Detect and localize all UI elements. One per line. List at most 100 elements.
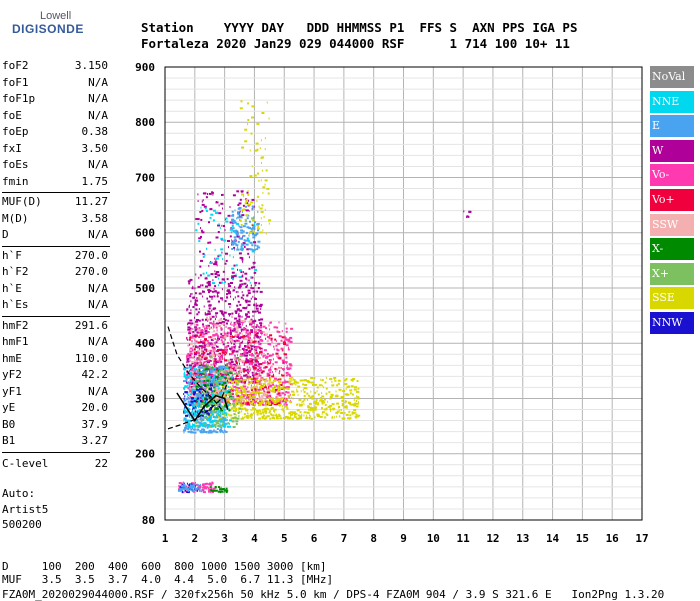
echo-point-ssw	[262, 392, 266, 395]
echo-point-vo	[247, 341, 249, 344]
echo-point-w	[200, 331, 204, 334]
echo-point-e	[223, 366, 226, 369]
echo-point-nne	[193, 425, 197, 428]
echo-point-x	[216, 370, 218, 373]
echo-point-e	[191, 487, 193, 490]
echo-point-w	[234, 378, 237, 381]
echo-point-vo	[236, 333, 240, 336]
echo-point-x	[214, 387, 216, 390]
echo-point-e	[213, 380, 216, 383]
echo-point-e	[249, 220, 251, 223]
echo-point-x	[233, 372, 237, 375]
echo-point-vo	[285, 356, 288, 359]
echo-point-sse	[303, 411, 307, 414]
echo-point-ssw	[204, 377, 206, 380]
echo-point-vo	[285, 374, 288, 377]
echo-point-w	[237, 290, 239, 293]
echo-point-e	[186, 489, 188, 492]
echo-point-vo	[265, 361, 267, 364]
echo-point-ssw	[266, 340, 269, 342]
echo-point-nne	[187, 422, 191, 425]
echo-point-sse	[302, 383, 305, 386]
echo-point-x	[214, 486, 217, 489]
echo-point-vo	[194, 339, 196, 342]
echo-point-ssw	[205, 345, 209, 347]
echo-point-e	[181, 485, 183, 487]
echo-point-e	[234, 209, 236, 212]
echo-point-vo	[247, 333, 249, 335]
echo-point-sse	[303, 379, 307, 381]
echo-point-vo	[229, 323, 231, 325]
echo-point-w	[246, 248, 250, 251]
echo-point-vo	[198, 484, 202, 487]
echo-point-vo	[197, 362, 199, 364]
legend-item-ssw: SSW	[650, 213, 694, 236]
echo-point-vo	[201, 356, 204, 359]
echo-point-sse	[312, 384, 314, 386]
echo-point-sse	[271, 381, 274, 384]
echo-point-vo	[184, 490, 187, 493]
legend-item-w: W	[650, 139, 694, 162]
echo-point-sse	[241, 417, 244, 420]
echo-point-nnw	[190, 400, 194, 403]
echo-point-nnw	[209, 387, 210, 390]
echo-point-sse	[223, 385, 227, 388]
echo-point-e	[185, 377, 187, 380]
echo-point-sse	[355, 405, 359, 408]
echo-point-sse	[349, 414, 352, 417]
echo-point-x	[203, 404, 205, 407]
echo-point-nnw	[191, 397, 194, 400]
echo-point-w	[233, 298, 234, 301]
echo-point-x	[203, 393, 205, 396]
echo-point-x	[227, 359, 229, 362]
echo-point-e	[204, 372, 207, 375]
echo-point-e	[252, 226, 256, 229]
echo-point-ssw	[230, 368, 232, 371]
echo-point-sse	[241, 146, 245, 149]
echo-point-nnw	[196, 489, 198, 492]
echo-point-sse	[295, 381, 299, 384]
echo-point-x	[232, 397, 235, 400]
echo-point-nnw	[186, 491, 188, 493]
echo-point-e	[208, 404, 211, 407]
echo-point-w	[215, 341, 218, 344]
echo-point-nne	[186, 403, 190, 406]
echo-point-ssw	[254, 350, 256, 353]
echo-point-ssw	[236, 365, 239, 368]
echo-point-sse	[260, 399, 263, 402]
echo-point-sse	[351, 393, 354, 396]
echo-point-sse	[323, 408, 327, 411]
echo-point-vo	[194, 491, 196, 494]
echo-point-w	[237, 204, 240, 206]
echo-point-nne	[226, 372, 230, 375]
echo-point-vo	[269, 377, 271, 379]
echo-point-nne	[207, 402, 211, 405]
echo-point-sse	[338, 406, 339, 409]
echo-point-vo	[217, 349, 220, 351]
echo-point-w	[208, 310, 210, 313]
echo-point-vo	[249, 361, 253, 364]
echo-point-sse	[292, 393, 295, 396]
echo-point-w	[201, 345, 205, 348]
echo-point-nnw	[192, 413, 194, 416]
echo-point-vo	[205, 324, 207, 327]
echo-point-w	[221, 288, 223, 291]
echo-point-w	[247, 252, 250, 255]
echo-point-sse	[341, 402, 344, 405]
echo-point-w	[238, 285, 242, 288]
echo-point-sse	[240, 417, 243, 420]
echo-point-vo	[262, 403, 265, 406]
echo-point-w	[212, 193, 214, 196]
echo-point-vo	[263, 390, 265, 393]
echo-point-vo	[281, 359, 285, 362]
echo-point-vo	[251, 325, 255, 328]
echo-point-w	[200, 227, 202, 229]
echo-point-w	[194, 292, 197, 295]
echo-point-vo	[245, 328, 248, 331]
echo-point-vo	[189, 396, 192, 398]
echo-point-vo	[195, 327, 197, 330]
echo-point-nnw	[183, 393, 185, 395]
echo-point-sse	[296, 403, 299, 406]
echo-point-vo	[212, 487, 216, 490]
echo-point-vo	[214, 338, 216, 340]
